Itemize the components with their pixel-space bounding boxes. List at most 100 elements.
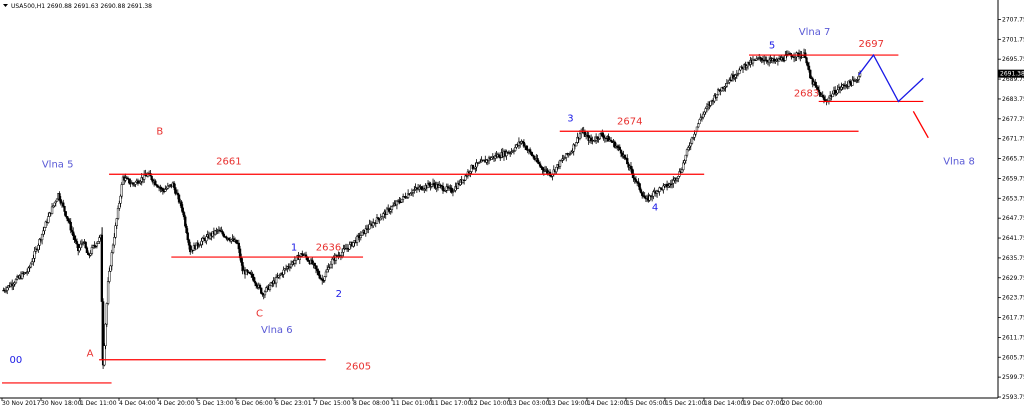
candle <box>685 148 689 158</box>
candle <box>575 142 578 147</box>
y-tick-label: 2671.75 <box>1002 136 1024 143</box>
candle <box>120 182 123 199</box>
candle <box>809 69 812 79</box>
y-tick-label: 2647.75 <box>1002 215 1024 222</box>
candle <box>505 149 508 160</box>
x-tick-label: 12 Dec 10:00 <box>470 400 511 407</box>
y-tick-label: 2695.75 <box>1002 56 1024 63</box>
candle <box>514 144 517 152</box>
chart-annotation: 1 <box>291 242 297 253</box>
candle <box>29 261 33 269</box>
x-tick-label: 13 Dec 19:00 <box>548 400 589 407</box>
candle <box>154 179 157 186</box>
chart-annotation: 2636 <box>316 242 341 253</box>
candle <box>451 188 455 197</box>
y-tick-label: 2629.75 <box>1002 275 1024 282</box>
chevron-down-icon[interactable] <box>3 4 8 7</box>
chart-annotation: 3 <box>567 113 573 124</box>
candle <box>848 78 852 87</box>
y-tick-label: 2641.75 <box>1002 235 1024 242</box>
candle <box>313 262 316 269</box>
candle <box>43 226 46 235</box>
candle <box>246 268 249 276</box>
candle <box>110 249 113 271</box>
candle <box>736 72 740 77</box>
candle <box>95 241 99 249</box>
candle <box>87 250 90 255</box>
candle <box>562 154 565 161</box>
y-tick-label: 2707.75 <box>1002 16 1024 23</box>
candle <box>725 79 728 88</box>
candle <box>759 56 762 62</box>
y-tick-label: 2605.75 <box>1002 354 1024 361</box>
candle <box>116 205 120 221</box>
candle <box>119 194 122 208</box>
x-tick-label: 1 Dec 11:00 <box>80 400 117 407</box>
y-tick-label: 2683.75 <box>1002 96 1024 103</box>
y-tick-label: 2653.75 <box>1002 195 1024 202</box>
labels-layer: Vlna 5 B 2661 1 2636 2 C Vlna 6 A 2605 00 3 2674 4 5 Vl… <box>9 27 974 372</box>
candle <box>47 212 50 224</box>
forecast-path-up <box>858 53 924 103</box>
current-price-label: 2691.38 <box>1000 71 1024 78</box>
candle <box>258 283 262 290</box>
x-tick-label: 15 Dec 05:00 <box>626 400 667 407</box>
x-tick-label: 15 Dec 21:00 <box>665 400 706 407</box>
x-tick-label: 30 Nov 18:00 <box>41 400 82 407</box>
candle <box>54 200 57 207</box>
candle <box>268 282 272 292</box>
candle <box>377 216 380 222</box>
candle <box>114 222 117 239</box>
chart-annotation: 2605 <box>346 362 371 373</box>
y-tick-label: 2659.75 <box>1002 175 1024 182</box>
candle <box>464 174 467 182</box>
chart-annotation: 2661 <box>216 156 241 167</box>
candle <box>697 122 700 129</box>
candle <box>360 231 364 236</box>
candle <box>84 241 87 249</box>
y-tick-label: 2701.75 <box>1002 36 1024 43</box>
candle <box>471 164 475 170</box>
x-tick-label: 11 Dec 17:00 <box>431 400 472 407</box>
chart-annotation: C <box>256 309 263 320</box>
x-tick-label: 19 Dec 07:00 <box>743 400 784 407</box>
x-tick-label: 14 Dec 12:00 <box>587 400 628 407</box>
y-tick-label: 2689.75 <box>1002 76 1024 83</box>
chart-annotation: B <box>156 127 163 138</box>
candle <box>639 187 643 194</box>
candle <box>738 68 741 74</box>
candle <box>111 243 115 255</box>
candle <box>197 244 201 249</box>
candle <box>334 253 338 265</box>
candle <box>201 236 204 246</box>
candle <box>63 205 66 216</box>
candle <box>623 154 626 161</box>
current-price-tag <box>998 69 1024 78</box>
candle <box>719 88 722 96</box>
chart-annotation: Vlna 5 <box>42 160 74 171</box>
candle <box>108 267 111 284</box>
candle <box>682 160 685 172</box>
candle <box>205 233 208 245</box>
x-tick-label: 18 Dec 14:00 <box>704 400 745 407</box>
candle <box>815 81 818 91</box>
forecast-layer <box>858 53 929 139</box>
candle <box>64 211 67 218</box>
chart-annotation: Vlna 6 <box>261 325 293 336</box>
candle <box>298 254 301 265</box>
candle <box>851 76 854 86</box>
candle <box>558 159 562 170</box>
candle <box>751 55 755 67</box>
candle <box>782 55 786 63</box>
candle <box>105 302 108 328</box>
candle <box>98 235 101 244</box>
candle <box>638 183 641 192</box>
candle <box>126 176 130 180</box>
candle <box>115 217 118 230</box>
candle <box>831 90 834 98</box>
candle <box>33 246 36 263</box>
y-tick-label: 2599.75 <box>1002 374 1024 381</box>
